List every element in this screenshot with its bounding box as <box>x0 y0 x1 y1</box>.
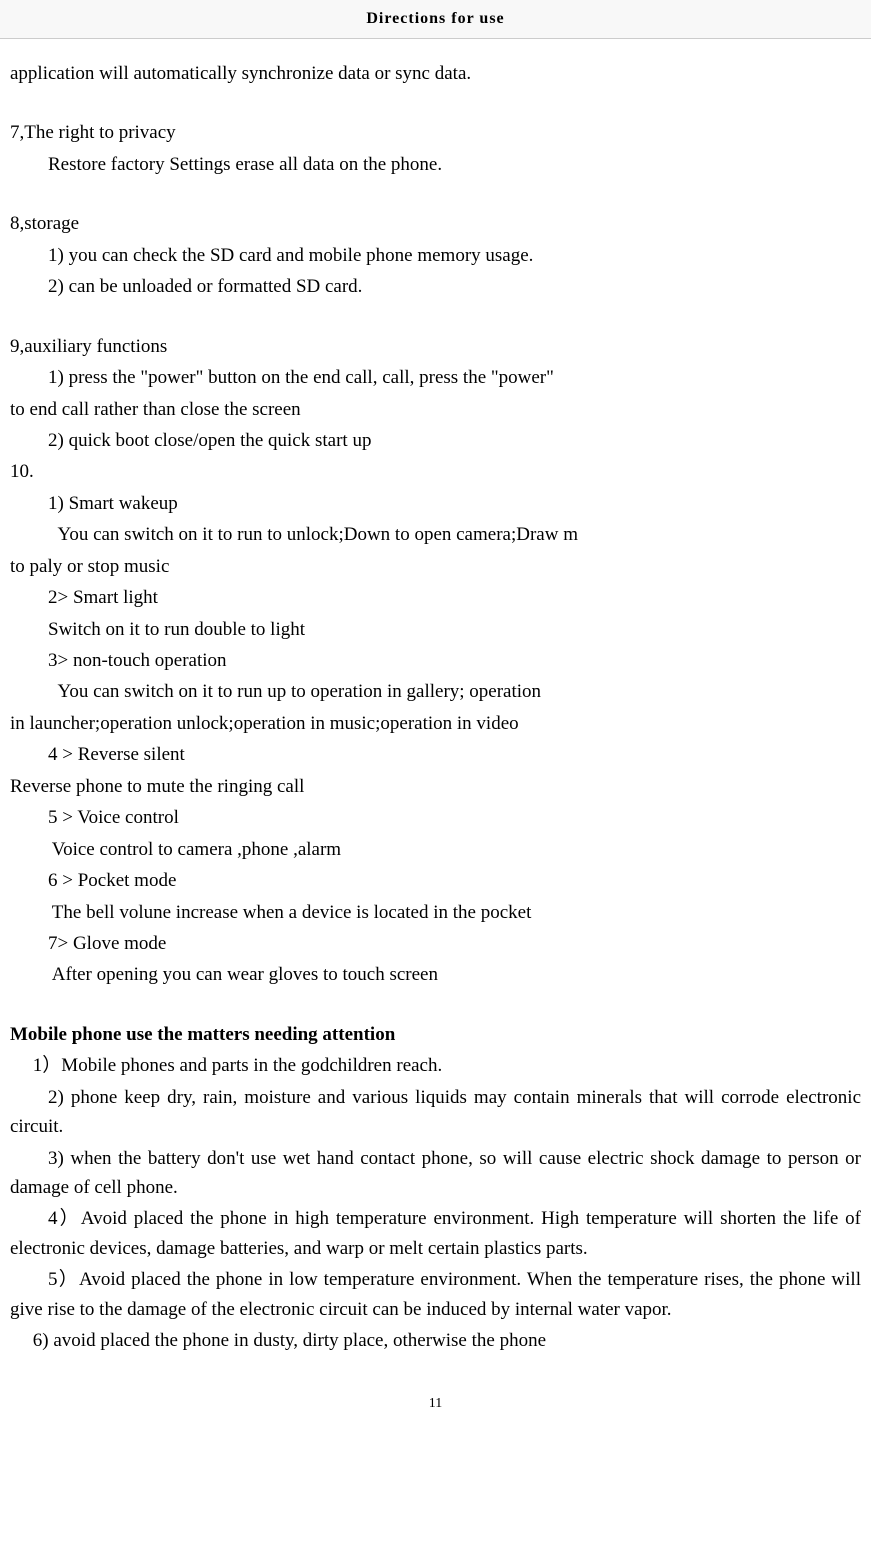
spacer <box>10 992 861 1020</box>
section-10-item6-body: The bell volune increase when a device i… <box>10 898 861 927</box>
matters-item2: 2) phone keep dry, rain, moisture and va… <box>10 1083 861 1142</box>
section-10-item3-title: 3> non-touch operation <box>10 646 861 675</box>
section-10-item7-body: After opening you can wear gloves to tou… <box>10 960 861 989</box>
section-10-item7-title: 7> Glove mode <box>10 929 861 958</box>
document-content: application will automatically synchroni… <box>0 59 871 1356</box>
page-footer: 11 <box>0 1396 871 1432</box>
spacer <box>10 304 861 332</box>
matters-item6: 6) avoid placed the phone in dusty, dirt… <box>10 1326 861 1355</box>
spacer <box>10 90 861 118</box>
section-9-heading: 9,auxiliary functions <box>10 332 861 361</box>
section-10-item5-title: 5 > Voice control <box>10 803 861 832</box>
matters-item4: 4）Avoid placed the phone in high tempera… <box>10 1204 861 1263</box>
section-10-item5-body: Voice control to camera ,phone ,alarm <box>10 835 861 864</box>
matters-heading: Mobile phone use the matters needing att… <box>10 1020 861 1049</box>
section-7-heading: 7,The right to privacy <box>10 118 861 147</box>
matters-item1: 1）Mobile phones and parts in the godchil… <box>10 1051 861 1080</box>
section-10-item4-body: Reverse phone to mute the ringing call <box>10 772 861 801</box>
section-10-item2-title: 2> Smart light <box>10 583 861 612</box>
page-number: 11 <box>429 1396 442 1411</box>
section-10-item3-body-b: in launcher;operation unlock;operation i… <box>10 709 861 738</box>
matters-item5: 5）Avoid placed the phone in low temperat… <box>10 1265 861 1324</box>
section-9-line1b: to end call rather than close the screen <box>10 395 861 424</box>
page-header: Directions for use <box>0 0 871 39</box>
section-10-item6-title: 6 > Pocket mode <box>10 866 861 895</box>
header-title: Directions for use <box>0 10 871 28</box>
section-10-item2-body: Switch on it to run double to light <box>10 615 861 644</box>
section-10-item1-title: 1) Smart wakeup <box>10 489 861 518</box>
section-10-heading: 10. <box>10 457 861 486</box>
section-10-item1-body-b: to paly or stop music <box>10 552 861 581</box>
section-9-line1a: 1) press the "power" button on the end c… <box>10 363 861 392</box>
matters-item3: 3) when the battery don't use wet hand c… <box>10 1144 861 1203</box>
section-8-heading: 8,storage <box>10 209 861 238</box>
section-9-line2: 2) quick boot close/open the quick start… <box>10 426 861 455</box>
section-7-line1: Restore factory Settings erase all data … <box>10 150 861 179</box>
section-8-line2: 2) can be unloaded or formatted SD card. <box>10 272 861 301</box>
section-10-item4-title: 4 > Reverse silent <box>10 740 861 769</box>
section-10-item3-body-a: You can switch on it to run up to operat… <box>10 677 861 706</box>
section-10-item1-body-a: You can switch on it to run to unlock;Do… <box>10 520 861 549</box>
section-8-line1: 1) you can check the SD card and mobile … <box>10 241 861 270</box>
intro-text: application will automatically synchroni… <box>10 59 861 88</box>
spacer <box>10 181 861 209</box>
